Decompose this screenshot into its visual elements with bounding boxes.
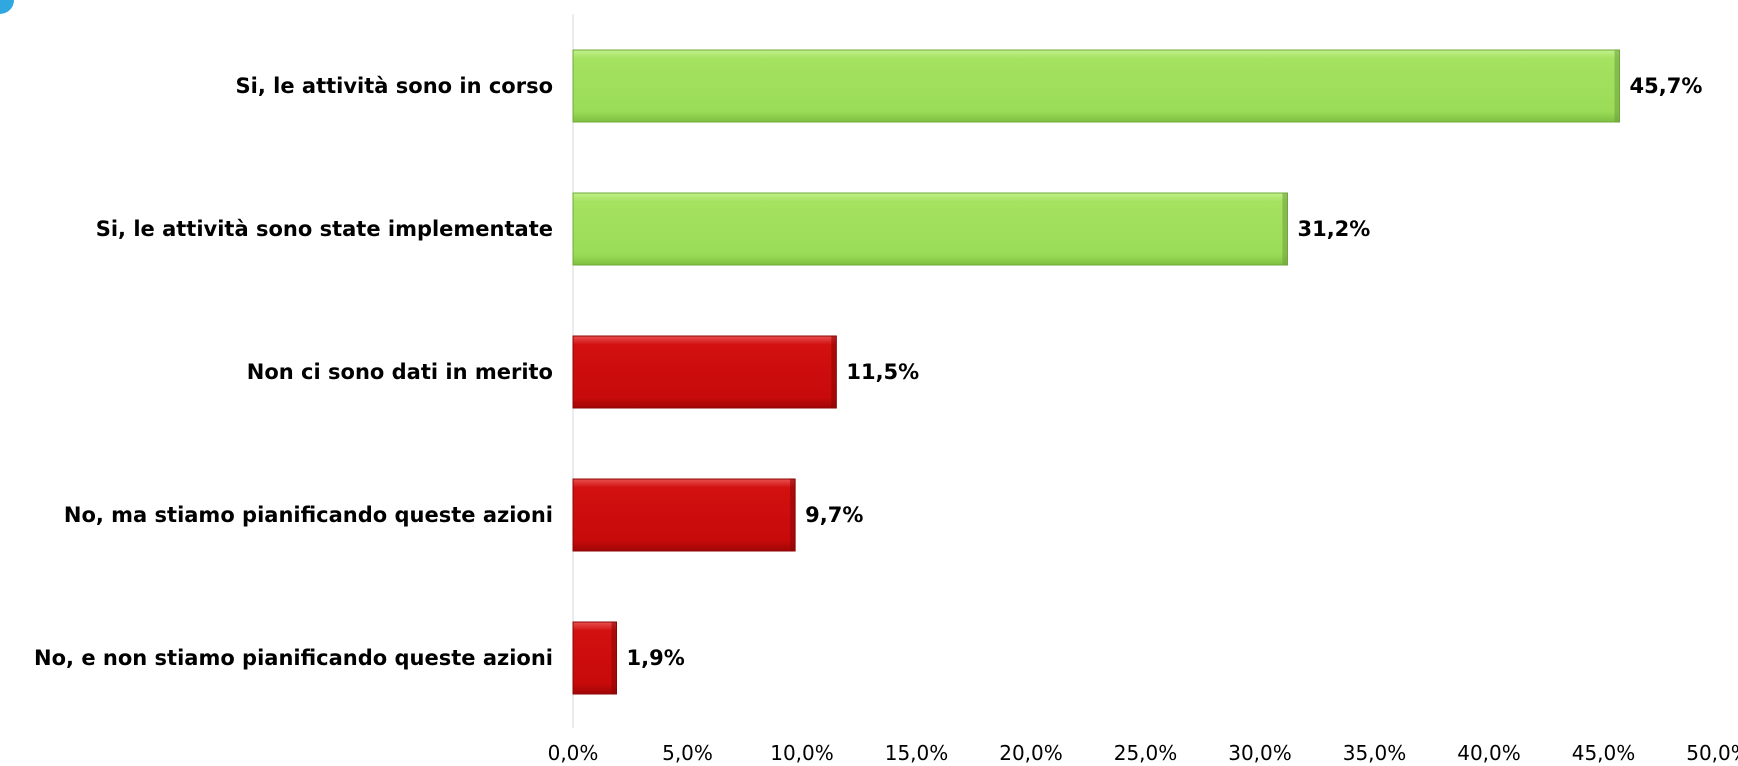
bar-1: [572, 49, 1621, 123]
x-tick-label-11: 50,0%: [1686, 741, 1738, 765]
bar-group-4: [572, 478, 796, 552]
category-label-5: No, e non stiamo pianificando queste azi…: [34, 646, 553, 670]
x-tick-label-8: 35,0%: [1343, 741, 1407, 765]
category-label-3: Non ci sono dati in merito: [247, 360, 553, 384]
value-label-4: 9,7%: [805, 503, 863, 527]
x-tick-label-1: 0,0%: [548, 741, 599, 765]
bars-layer: [572, 49, 1621, 695]
x-tick-label-10: 45,0%: [1572, 741, 1636, 765]
x-tick-label-4: 15,0%: [885, 741, 949, 765]
bar-edge-4: [790, 479, 796, 551]
bar-3: [572, 335, 837, 409]
x-tick-label-3: 10,0%: [770, 741, 834, 765]
x-tick-label-9: 40,0%: [1457, 741, 1521, 765]
category-label-1: Si, le attività sono in corso: [236, 74, 553, 98]
value-label-2: 31,2%: [1297, 217, 1370, 241]
bar-5: [572, 621, 618, 695]
bar-edge-5: [611, 622, 617, 694]
category-labels-layer: Si, le attività sono in corso Si, le atti…: [34, 74, 553, 670]
value-label-1: 45,7%: [1630, 74, 1703, 98]
category-label-4: No, ma stiamo pianificando queste azioni: [64, 503, 553, 527]
bar-group-1: [572, 49, 1621, 123]
x-tick-label-2: 5,0%: [662, 741, 713, 765]
bar-group-2: [572, 192, 1288, 266]
value-labels-layer: 45,7% 31,2% 11,5% 9,7% 1,9%: [627, 74, 1703, 670]
bar-edge-3: [831, 336, 837, 408]
x-tick-label-7: 30,0%: [1228, 741, 1292, 765]
category-label-2: Si, le attività sono state implementate: [96, 217, 553, 241]
x-axis-ticks-layer: 0,0% 5,0% 10,0% 15,0% 20,0% 25,0% 30,0% 35,0% 40…: [548, 741, 1738, 765]
bar-4: [572, 478, 796, 552]
bar-group-3: [572, 335, 837, 409]
bar-edge-1: [1614, 50, 1620, 122]
x-tick-label-5: 20,0%: [999, 741, 1063, 765]
bar-2: [572, 192, 1288, 266]
bar-edge-2: [1282, 193, 1288, 265]
value-label-5: 1,9%: [627, 646, 685, 670]
bar-group-5: [572, 621, 618, 695]
value-label-3: 11,5%: [846, 360, 919, 384]
x-tick-label-6: 25,0%: [1114, 741, 1178, 765]
